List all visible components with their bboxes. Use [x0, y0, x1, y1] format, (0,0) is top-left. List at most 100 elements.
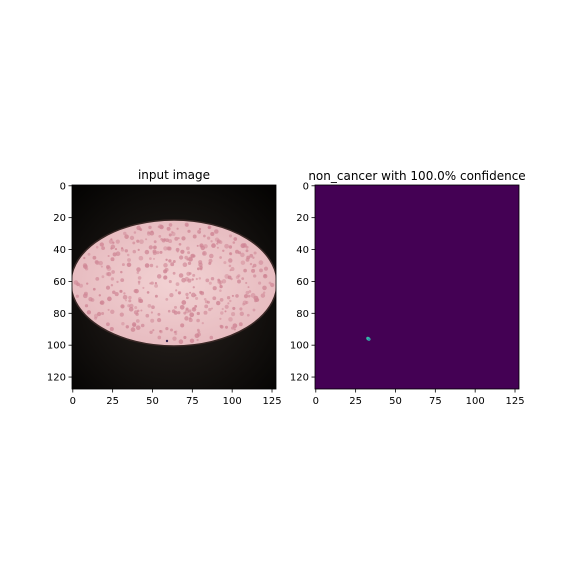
blood-cell: [227, 275, 232, 280]
x-tick-label: 125: [505, 396, 524, 407]
x-tick-label: 75: [186, 396, 199, 407]
blood-cell: [106, 266, 112, 271]
blood-cell: [263, 266, 269, 271]
blood-cell: [137, 248, 140, 252]
blood-cell: [226, 296, 231, 300]
blood-cell: [178, 273, 184, 278]
blood-cell: [83, 256, 86, 260]
blood-cell: [248, 290, 252, 293]
blood-cell: [186, 296, 189, 300]
blood-cell: [111, 270, 115, 274]
blood-cell: [223, 261, 227, 265]
blood-cell: [107, 308, 110, 311]
blood-cell: [243, 268, 247, 273]
blood-cell: [198, 231, 201, 234]
blood-cell: [229, 299, 232, 303]
blood-cell: [191, 292, 196, 298]
blood-cell: [149, 282, 152, 285]
blood-cell: [172, 271, 176, 275]
blood-cell: [220, 311, 224, 315]
blood-cell: [245, 290, 250, 295]
blood-cell: [188, 272, 192, 275]
blood-cell: [240, 260, 246, 265]
blood-cell: [221, 307, 224, 311]
heatmap-panel: non_cancer with 100.0% confidence 0 25 50 7…: [290, 169, 526, 407]
blood-cell: [126, 262, 132, 268]
blood-cell: [176, 227, 179, 230]
blood-cell: [135, 325, 141, 331]
blood-cell: [92, 287, 96, 291]
blood-cell: [136, 239, 140, 243]
blood-cell: [216, 246, 219, 249]
blood-cells: [73, 222, 275, 344]
blood-cell: [138, 282, 141, 285]
blood-cell: [122, 294, 128, 300]
blood-cell: [110, 257, 115, 262]
blood-cell: [175, 289, 178, 292]
blood-cell: [99, 242, 104, 247]
y-tick-label: 80: [53, 309, 66, 320]
blood-cell: [216, 242, 219, 245]
blood-cell: [212, 286, 217, 291]
blood-cell: [197, 229, 202, 234]
blood-cell: [192, 273, 196, 277]
blood-cell: [152, 257, 156, 260]
blood-cell: [151, 230, 154, 233]
blood-cell: [119, 312, 124, 317]
blood-cell: [139, 299, 144, 303]
blood-cell: [167, 309, 171, 313]
blood-cell: [228, 234, 233, 238]
blood-cell: [112, 290, 116, 295]
blood-cell: [95, 260, 100, 265]
blood-cell: [120, 278, 125, 283]
blood-cell: [229, 269, 232, 272]
blood-cell: [132, 249, 137, 254]
blood-cell: [184, 222, 189, 227]
blood-cell: [144, 249, 150, 255]
blood-cell: [92, 255, 97, 260]
blood-cell: [263, 291, 266, 294]
blood-cell: [192, 286, 195, 289]
blood-cell: [136, 267, 141, 272]
blood-cell: [120, 270, 123, 274]
x-tick-label: 0: [313, 396, 319, 407]
blood-cell: [242, 302, 245, 306]
blood-cell: [259, 268, 263, 273]
blood-cell: [183, 311, 187, 315]
blood-cell: [221, 279, 227, 284]
blood-cell: [86, 282, 89, 285]
blood-cell: [181, 236, 186, 241]
blood-cell: [140, 309, 143, 312]
blood-cell: [157, 335, 162, 340]
blood-cell: [166, 226, 171, 231]
blood-cell: [209, 253, 214, 259]
blood-cell: [220, 325, 224, 329]
blood-cell: [156, 250, 160, 255]
blood-cell: [136, 271, 140, 274]
blood-cell: [163, 263, 168, 268]
blood-cell: [95, 277, 100, 281]
blood-cell: [107, 296, 112, 302]
blood-cell: [224, 325, 229, 329]
blood-cell: [219, 256, 222, 259]
blood-cell: [163, 246, 168, 251]
blood-cell: [168, 233, 172, 237]
blood-cell: [172, 260, 176, 263]
blood-cell: [101, 275, 105, 279]
blood-cell: [206, 300, 210, 304]
blood-cell: [153, 240, 157, 244]
blood-cell: [191, 278, 194, 281]
heatmap-hotspot-core: [368, 338, 370, 341]
blood-cell: [232, 323, 238, 329]
blood-cell: [216, 300, 221, 306]
blood-cell: [124, 299, 128, 302]
blood-cell: [204, 304, 209, 309]
blood-cell: [252, 308, 256, 312]
blood-cell: [194, 305, 198, 308]
blood-cell: [253, 251, 257, 255]
blood-cell: [208, 281, 212, 285]
blood-cell: [238, 322, 243, 327]
blood-cell: [138, 255, 144, 261]
blood-cell: [258, 281, 262, 285]
blood-cell: [177, 311, 181, 315]
